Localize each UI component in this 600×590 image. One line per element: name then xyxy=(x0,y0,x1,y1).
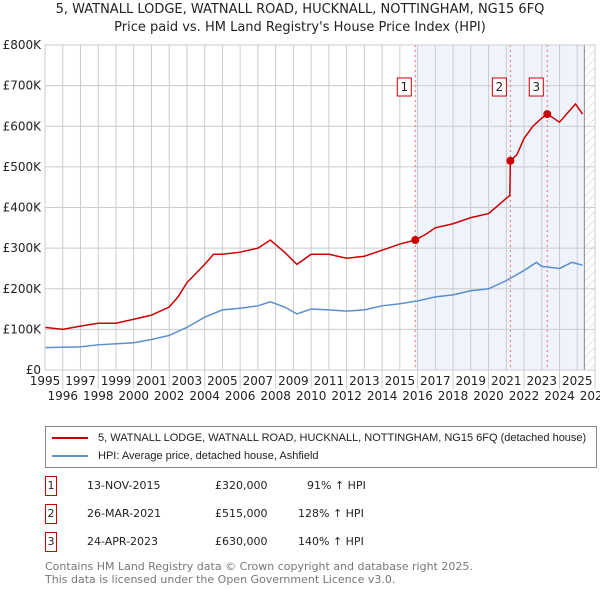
hpi-line xyxy=(44,261,583,349)
y-tick-label: £200K xyxy=(3,282,43,296)
sale-label: 3 xyxy=(532,80,540,94)
sale-id: 1 xyxy=(45,476,57,496)
x-tick-label: 2021 xyxy=(491,374,522,388)
sale-hpi: 140% ↑ HPI xyxy=(298,535,364,548)
x-tick-label: 1996 xyxy=(47,389,78,403)
sale-date: 24-APR-2023 xyxy=(87,535,159,548)
x-tick-label: 2002 xyxy=(154,389,185,403)
sale-hpi: 91% ↑ HPI xyxy=(307,479,366,492)
x-tick-label: 1998 xyxy=(83,389,114,403)
y-tick-label: £400K xyxy=(3,201,43,215)
sale-price: £320,000 xyxy=(215,479,268,492)
x-tick-label: 2016 xyxy=(402,389,433,403)
sale-id: 2 xyxy=(45,504,57,524)
y-tick-label: £600K xyxy=(3,119,43,133)
footer-line1: Contains HM Land Registry data © Crown c… xyxy=(45,560,473,573)
sale-label-box xyxy=(491,77,507,97)
x-tick-label: 2013 xyxy=(349,374,380,388)
sale-hpi: 128% ↑ HPI xyxy=(298,507,364,520)
x-tick-label: 1995 xyxy=(30,374,61,388)
sale-row: 2 26-MAR-2021 £515,000 128% ↑ HPI xyxy=(45,504,445,524)
legend-property: 5, WATNALL LODGE, WATNALL ROAD, HUCKNALL… xyxy=(46,430,586,446)
x-tick-label: 2012 xyxy=(331,389,362,403)
sale-label-box xyxy=(396,77,412,97)
x-tick-label: 2006 xyxy=(225,389,256,403)
price-chart: 1995199619971998199920002001200220032004… xyxy=(3,38,600,403)
sale-point xyxy=(411,236,420,244)
legend-hpi: HPI: Average price, detached house, Ashf… xyxy=(46,448,319,464)
x-tick-label: 2007 xyxy=(243,374,274,388)
legend-property-swatch xyxy=(52,437,88,439)
sale-label: 1 xyxy=(400,80,408,94)
x-tick-label: 2001 xyxy=(136,374,167,388)
x-tick-label: 2011 xyxy=(314,374,345,388)
y-tick-label: £0 xyxy=(26,363,41,377)
x-tick-label: 2015 xyxy=(385,374,416,388)
sale-label: 2 xyxy=(496,80,504,94)
legend: 5, WATNALL LODGE, WATNALL ROAD, HUCKNALL… xyxy=(45,426,597,468)
x-tick-label: 2010 xyxy=(296,389,327,403)
sale-date: 13-NOV-2015 xyxy=(87,479,161,492)
plot-border xyxy=(44,44,596,371)
legend-property-label: 5, WATNALL LODGE, WATNALL ROAD, HUCKNALL… xyxy=(98,432,587,444)
x-tick-label: 2022 xyxy=(509,389,540,403)
footer-line2: This data is licensed under the Open Gov… xyxy=(45,573,396,586)
legend-hpi-label: HPI: Average price, detached house, Ashf… xyxy=(98,450,319,462)
footer: Contains HM Land Registry data © Crown c… xyxy=(45,560,473,586)
x-tick-label: 2024 xyxy=(544,389,575,403)
x-tick-label: 2003 xyxy=(172,374,203,388)
sale-price: £630,000 xyxy=(215,535,268,548)
x-tick-label: 2000 xyxy=(118,389,149,403)
x-tick-label: 2026 xyxy=(580,389,600,403)
x-tick-label: 2004 xyxy=(189,389,220,403)
y-tick-label: £700K xyxy=(3,79,43,93)
sale-id: 3 xyxy=(45,532,57,552)
x-tick-label: 2018 xyxy=(438,389,469,403)
chart-title: 5, WATNALL LODGE, WATNALL ROAD, HUCKNALL… xyxy=(55,2,545,17)
x-tick-label: 1997 xyxy=(65,374,96,388)
x-tick-label: 2008 xyxy=(260,389,291,403)
property-line xyxy=(44,102,584,331)
sale-row: 1 13-NOV-2015 £320,000 91% ↑ HPI xyxy=(45,476,445,496)
sale-point xyxy=(543,110,552,119)
y-tick-label: £100K xyxy=(3,322,43,336)
x-tick-label: 2019 xyxy=(456,374,487,388)
y-tick-label: £300K xyxy=(3,241,43,255)
sale-row: 3 24-APR-2023 £630,000 140% ↑ HPI xyxy=(45,532,445,552)
legend-hpi-swatch xyxy=(52,455,88,457)
y-tick-label: £500K xyxy=(3,160,43,174)
x-tick-label: 2005 xyxy=(207,374,238,388)
sale-price: £515,000 xyxy=(215,507,268,520)
x-tick-label: 2025 xyxy=(562,374,593,388)
x-tick-label: 2014 xyxy=(367,389,398,403)
sale-point xyxy=(506,156,515,165)
y-tick-label: £800K xyxy=(3,38,43,52)
x-tick-label: 2020 xyxy=(473,389,504,403)
chart-subtitle: Price paid vs. HM Land Registry's House … xyxy=(114,20,486,35)
sale-label-box xyxy=(528,77,544,97)
x-tick-label: 2009 xyxy=(278,374,309,388)
x-tick-label: 1999 xyxy=(101,374,132,388)
x-tick-label: 2017 xyxy=(420,374,451,388)
sale-date: 26-MAR-2021 xyxy=(87,507,162,520)
x-tick-label: 2023 xyxy=(527,374,558,388)
